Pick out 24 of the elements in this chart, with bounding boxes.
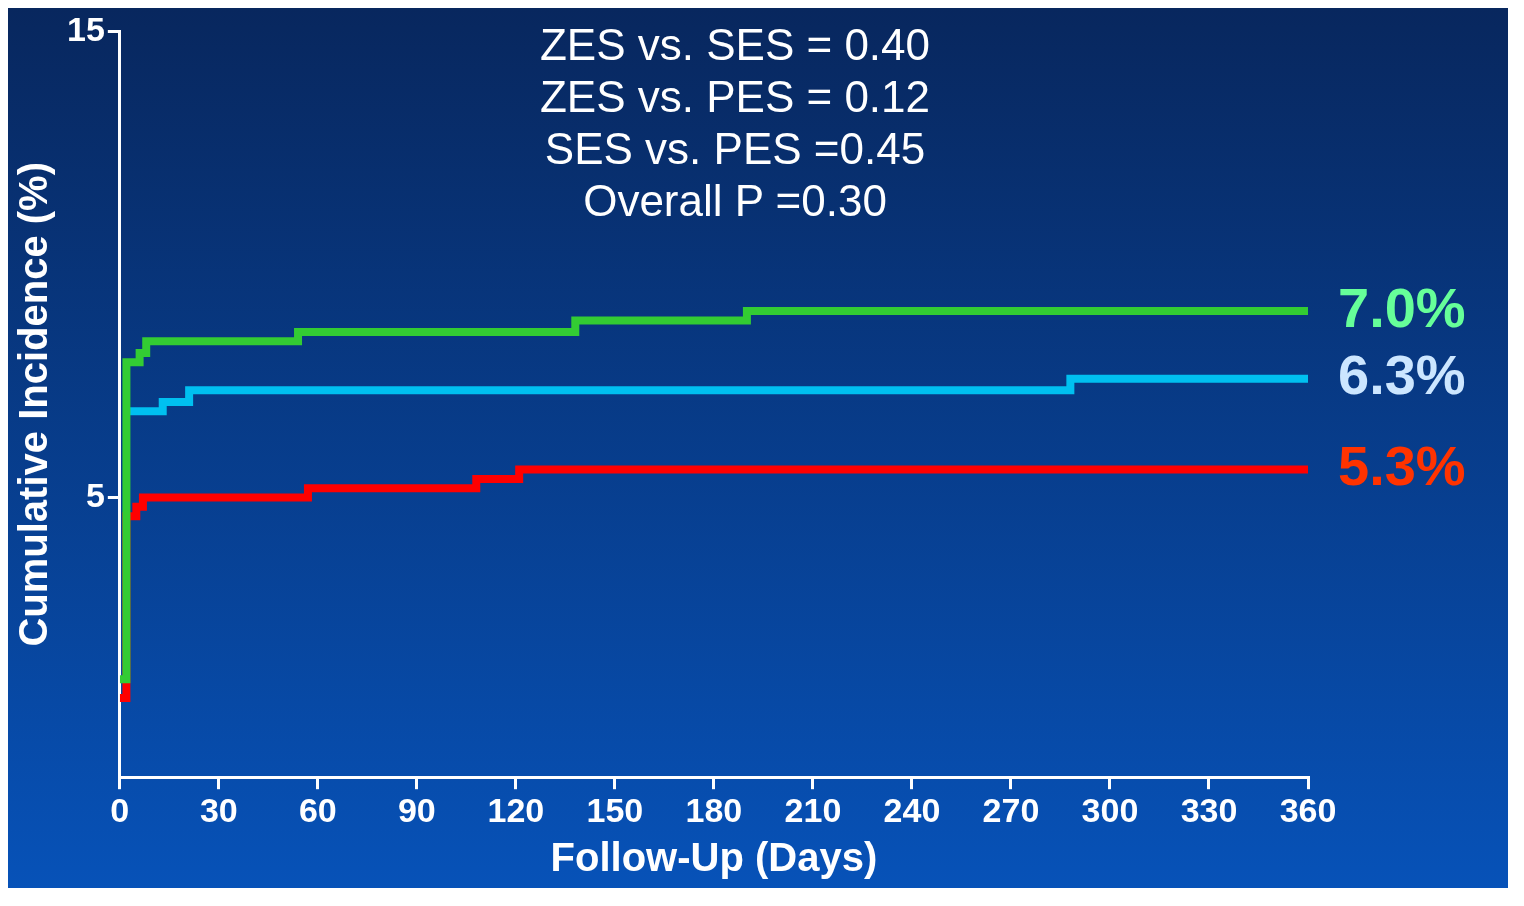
x-axis-title: Follow-Up (Days) xyxy=(550,835,878,880)
x-tick-label: 270 xyxy=(982,790,1040,829)
x-tick-label: 90 xyxy=(397,790,436,829)
text: 6.3% xyxy=(1338,343,1466,407)
text: 5.3% xyxy=(1338,433,1466,497)
text: 7.0% xyxy=(1338,275,1466,339)
x-tick-label: 30 xyxy=(199,790,238,829)
annotation: SES vs. PES =0.45 xyxy=(544,124,926,174)
x-tick-label: 180 xyxy=(685,790,743,829)
x-tick-label: 120 xyxy=(487,790,545,829)
y-axis-title: Cumulative Incidence (%) xyxy=(11,162,56,647)
annotation: ZES vs. SES = 0.40 xyxy=(539,20,931,70)
x-tick-label: 210 xyxy=(784,790,842,829)
x-tick-label: 150 xyxy=(586,790,644,829)
x-tick-label: 360 xyxy=(1279,790,1337,829)
x-tick-label: 240 xyxy=(883,790,941,829)
x-tick-label: 330 xyxy=(1180,790,1238,829)
x-tick-label: 300 xyxy=(1081,790,1139,829)
y-tick-label: 15 xyxy=(66,9,105,48)
x-tick-label: 0 xyxy=(110,790,130,829)
annotation: Overall P =0.30 xyxy=(583,176,887,226)
annotation: ZES vs. PES = 0.12 xyxy=(539,72,931,122)
y-tick-label: 5 xyxy=(85,475,105,514)
x-tick-label: 60 xyxy=(298,790,337,829)
